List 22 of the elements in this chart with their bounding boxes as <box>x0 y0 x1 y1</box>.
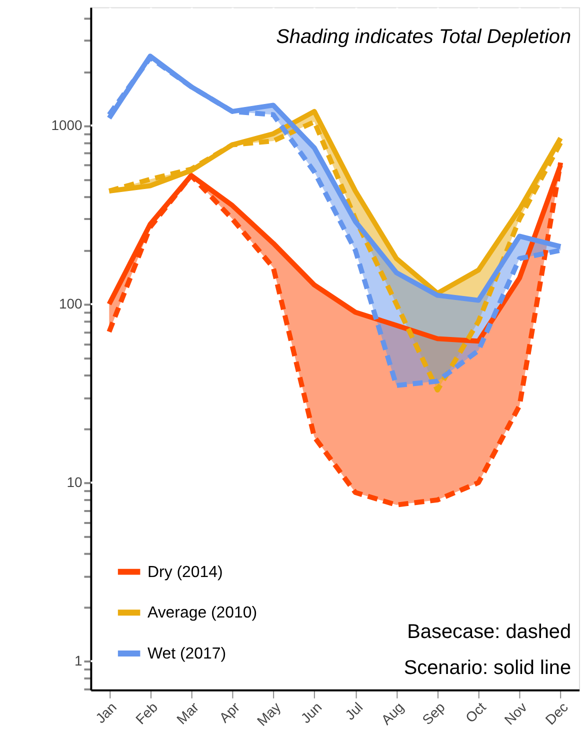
legend-label: Dry (2014) <box>148 564 223 581</box>
legend-label: Wet (2017) <box>148 646 226 663</box>
annotation: Scenario: solid line <box>404 656 572 679</box>
y-tick-label: 1 <box>74 652 82 669</box>
legend-label: Average (2010) <box>148 604 258 622</box>
y-tick-label: 100 <box>58 296 82 312</box>
x-tick-label: Jun <box>298 698 325 726</box>
x-tick-label: Jul <box>342 698 366 723</box>
x-tick-label: Apr <box>216 698 243 726</box>
x-tick-label: Oct <box>462 698 489 726</box>
y-tick-label: 1000 <box>51 117 82 134</box>
x-tick-label: Jan <box>92 698 120 726</box>
x-tick-label: Aug <box>378 698 407 728</box>
annotation: Shading indicates Total Depletion <box>276 26 572 48</box>
x-tick-label: Feb <box>132 698 161 728</box>
annotation: Basecase: dashed <box>407 621 572 644</box>
x-tick-label: Dec <box>542 698 571 728</box>
x-tick-label: Mar <box>173 698 202 728</box>
x-tick-label: Sep <box>418 698 448 728</box>
x-tick-label: May <box>254 698 284 729</box>
x-tick-label: Nov <box>501 698 530 728</box>
y-tick-label: 10 <box>66 474 82 490</box>
